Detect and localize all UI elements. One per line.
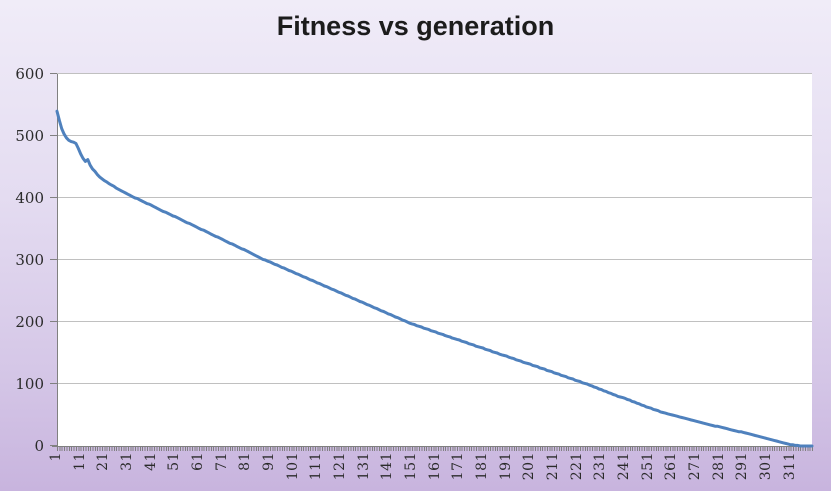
y-axis-label-0: 0 (34, 437, 44, 455)
y-axis-label-200: 200 (15, 313, 44, 331)
y-axis-label-300: 300 (15, 251, 44, 269)
y-gridline-100 (57, 383, 812, 384)
y-axis-label-600: 600 (15, 65, 44, 83)
y-axis-tick-100 (50, 383, 57, 384)
y-axis-line (57, 74, 58, 447)
y-axis-label-500: 500 (15, 127, 44, 145)
y-gridline-500 (57, 135, 812, 136)
y-axis-tick-500 (50, 135, 57, 136)
y-axis-label-400: 400 (15, 189, 44, 207)
y-axis-tick-200 (50, 321, 57, 322)
chart-title: Fitness vs generation (276, 11, 555, 41)
y-axis-tick-600 (50, 73, 57, 74)
y-gridline-300 (57, 259, 812, 260)
y-gridline-600 (57, 73, 812, 74)
y-gridline-400 (57, 197, 812, 198)
y-gridline-200 (57, 321, 812, 322)
y-axis-label-100: 100 (15, 375, 44, 393)
y-axis-tick-0 (50, 445, 57, 446)
plot-area (57, 74, 812, 446)
y-axis-tick-400 (50, 197, 57, 198)
x-axis-line (52, 446, 812, 447)
y-axis-tick-300 (50, 259, 57, 260)
x-axis-tick-comb (57, 447, 813, 451)
fitness-series-line (55, 109, 814, 448)
